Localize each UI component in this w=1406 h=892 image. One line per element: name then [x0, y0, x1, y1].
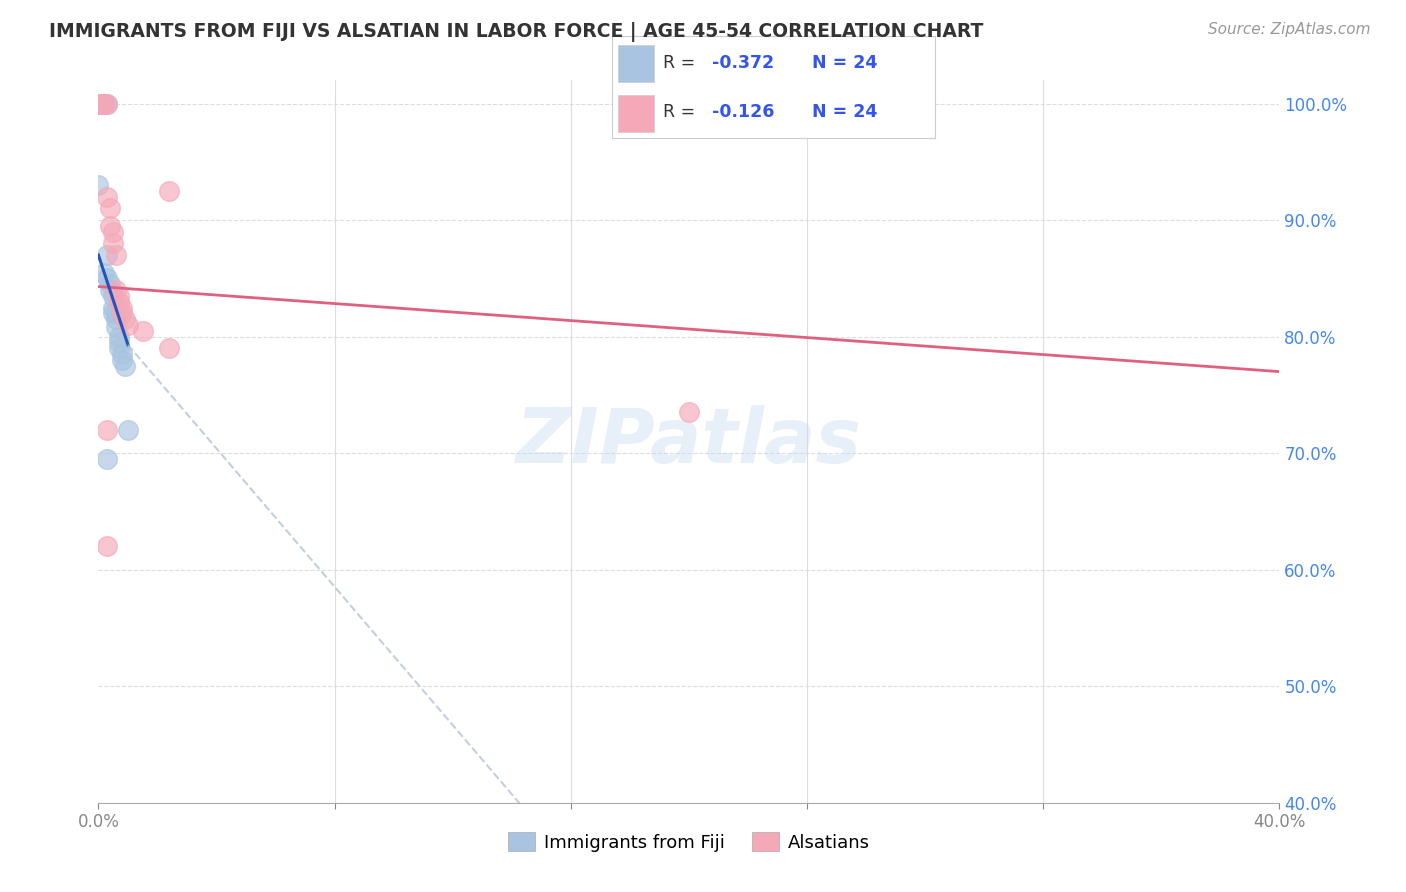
Text: R =: R =	[664, 54, 702, 72]
Point	[105, 312, 128, 326]
Point	[90, 96, 112, 111]
Point	[103, 289, 125, 303]
Point	[132, 324, 155, 338]
Point	[105, 283, 128, 297]
Point	[157, 184, 180, 198]
Point	[111, 301, 134, 315]
Point	[111, 347, 134, 361]
Point	[98, 202, 121, 216]
Text: -0.372: -0.372	[711, 54, 773, 72]
Point	[117, 318, 139, 332]
Point	[87, 178, 110, 193]
Point	[96, 540, 118, 554]
Point	[157, 341, 180, 355]
Point	[90, 96, 112, 111]
Point	[87, 96, 110, 111]
Point	[678, 405, 700, 419]
Point	[103, 306, 125, 320]
Point	[108, 294, 131, 309]
Point	[114, 359, 136, 373]
Point	[96, 96, 118, 111]
Point	[93, 96, 115, 111]
Point	[117, 423, 139, 437]
Legend: Immigrants from Fiji, Alsatians: Immigrants from Fiji, Alsatians	[501, 825, 877, 859]
Point	[111, 353, 134, 368]
Point	[105, 248, 128, 262]
Point	[111, 306, 134, 320]
Point	[93, 266, 115, 280]
Text: N = 24: N = 24	[813, 54, 877, 72]
Text: N = 24: N = 24	[813, 103, 877, 120]
Point	[105, 320, 128, 334]
FancyBboxPatch shape	[619, 45, 654, 82]
Point	[105, 306, 128, 320]
Point	[96, 423, 118, 437]
Point	[108, 335, 131, 350]
Point	[96, 96, 118, 111]
Text: IMMIGRANTS FROM FIJI VS ALSATIAN IN LABOR FORCE | AGE 45-54 CORRELATION CHART: IMMIGRANTS FROM FIJI VS ALSATIAN IN LABO…	[49, 22, 984, 42]
Text: -0.126: -0.126	[711, 103, 775, 120]
FancyBboxPatch shape	[619, 95, 654, 132]
Point	[90, 96, 112, 111]
Text: Source: ZipAtlas.com: Source: ZipAtlas.com	[1208, 22, 1371, 37]
Point	[114, 312, 136, 326]
Point	[103, 301, 125, 315]
Point	[98, 277, 121, 292]
Text: R =: R =	[664, 103, 702, 120]
Point	[108, 329, 131, 343]
Point	[93, 96, 115, 111]
Point	[96, 271, 118, 285]
Point	[108, 341, 131, 355]
Point	[87, 96, 110, 111]
Point	[96, 452, 118, 467]
Point	[96, 190, 118, 204]
Point	[103, 236, 125, 251]
Point	[108, 289, 131, 303]
Point	[96, 248, 118, 262]
Point	[103, 225, 125, 239]
Point	[98, 219, 121, 233]
Point	[98, 283, 121, 297]
Text: ZIPatlas: ZIPatlas	[516, 405, 862, 478]
